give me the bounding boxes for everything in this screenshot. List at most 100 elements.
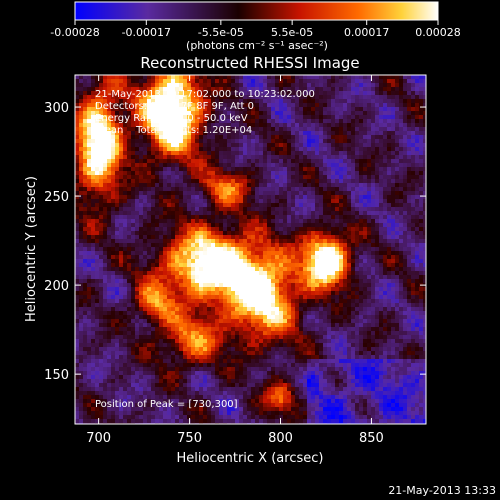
- heatmap-cell: [191, 139, 196, 144]
- heatmap-cell: [103, 151, 108, 156]
- heatmap-cell: [363, 103, 368, 108]
- heatmap-cell: [263, 143, 268, 148]
- heatmap-cell: [423, 207, 426, 212]
- heatmap-cell: [151, 163, 156, 168]
- heatmap-cell: [211, 243, 216, 248]
- heatmap-cell: [219, 83, 224, 88]
- heatmap-cell: [335, 187, 340, 192]
- heatmap-cell: [307, 171, 312, 176]
- heatmap-cell: [239, 287, 244, 292]
- heatmap-cell: [99, 211, 104, 216]
- heatmap-cell: [155, 227, 160, 232]
- heatmap-cell: [99, 119, 104, 124]
- heatmap-cell: [135, 299, 140, 304]
- heatmap-cell: [367, 99, 372, 104]
- heatmap-cell: [111, 247, 116, 252]
- heatmap-cell: [235, 107, 240, 112]
- heatmap-cell: [91, 275, 96, 280]
- heatmap-cell: [323, 239, 328, 244]
- heatmap-cell: [119, 119, 124, 124]
- heatmap-cell: [263, 139, 268, 144]
- heatmap-cell: [407, 223, 412, 228]
- heatmap-cell: [339, 199, 344, 204]
- heatmap-cell: [239, 263, 244, 268]
- heatmap-cell: [79, 239, 84, 244]
- heatmap-cell: [403, 147, 408, 152]
- heatmap-cell: [255, 143, 260, 148]
- heatmap-cell: [291, 267, 296, 272]
- heatmap-cell: [131, 295, 136, 300]
- heatmap-cell: [295, 231, 300, 236]
- heatmap-cell: [123, 155, 128, 160]
- heatmap-cell: [391, 135, 396, 140]
- heatmap-cell: [147, 131, 152, 136]
- heatmap-cell: [411, 131, 416, 136]
- heatmap-cell: [187, 155, 192, 160]
- heatmap-cell: [367, 179, 372, 184]
- heatmap-cell: [355, 79, 360, 84]
- heatmap-cell: [95, 143, 100, 148]
- heatmap-cell: [379, 231, 384, 236]
- heatmap-cell: [99, 143, 104, 148]
- heatmap-cell: [163, 183, 168, 188]
- heatmap-cell: [79, 255, 84, 260]
- heatmap-cell: [151, 131, 156, 136]
- heatmap-cell: [331, 203, 336, 208]
- heatmap-cell: [331, 271, 336, 276]
- heatmap-cell: [103, 131, 108, 136]
- heatmap-cell: [159, 279, 164, 284]
- heatmap-cell: [239, 167, 244, 172]
- heatmap-cell: [291, 119, 296, 124]
- heatmap-cell: [283, 267, 288, 272]
- heatmap-cell: [363, 135, 368, 140]
- heatmap-cell: [335, 107, 340, 112]
- heatmap-cell: [263, 279, 268, 284]
- heatmap-cell: [95, 283, 100, 288]
- heatmap-cell: [87, 95, 92, 100]
- heatmap-cell: [123, 199, 128, 204]
- heatmap-cell: [135, 191, 140, 196]
- heatmap-cell: [255, 119, 260, 124]
- heatmap-cell: [399, 175, 404, 180]
- heatmap-cell: [335, 287, 340, 292]
- heatmap-cell: [231, 235, 236, 240]
- heatmap-cell: [311, 259, 316, 264]
- heatmap-cell: [215, 167, 220, 172]
- heatmap-cell: [99, 127, 104, 132]
- heatmap-cell: [319, 119, 324, 124]
- heatmap-cell: [235, 195, 240, 200]
- heatmap-cell: [391, 207, 396, 212]
- heatmap-cell: [263, 271, 268, 276]
- heatmap-cell: [175, 115, 180, 120]
- heatmap-cell: [395, 215, 400, 220]
- heatmap-cell: [191, 227, 196, 232]
- heatmap-cell: [407, 235, 412, 240]
- heatmap-cell: [303, 115, 308, 120]
- heatmap-cell: [147, 135, 152, 140]
- heatmap-cell: [147, 259, 152, 264]
- heatmap-cell: [263, 79, 268, 84]
- heatmap-cell: [195, 187, 200, 192]
- heatmap-cell: [187, 99, 192, 104]
- heatmap-cell: [207, 199, 212, 204]
- heatmap-cell: [287, 251, 292, 256]
- heatmap-cell: [231, 291, 236, 296]
- heatmap-cell: [91, 119, 96, 124]
- heatmap-cell: [335, 115, 340, 120]
- heatmap-cell: [403, 291, 408, 296]
- heatmap-cell: [79, 143, 84, 148]
- heatmap-cell: [75, 87, 80, 92]
- heatmap-cell: [355, 247, 360, 252]
- heatmap-cell: [215, 251, 220, 256]
- heatmap-cell: [227, 251, 232, 256]
- heatmap-cell: [127, 287, 132, 292]
- heatmap-cell: [83, 99, 88, 104]
- heatmap-cell: [343, 199, 348, 204]
- heatmap-cell: [251, 123, 256, 128]
- heatmap-cell: [395, 223, 400, 228]
- heatmap-cell: [139, 227, 144, 232]
- heatmap-cell: [379, 99, 384, 104]
- heatmap-cell: [199, 247, 204, 252]
- heatmap-cell: [419, 243, 424, 248]
- heatmap-cell: [147, 179, 152, 184]
